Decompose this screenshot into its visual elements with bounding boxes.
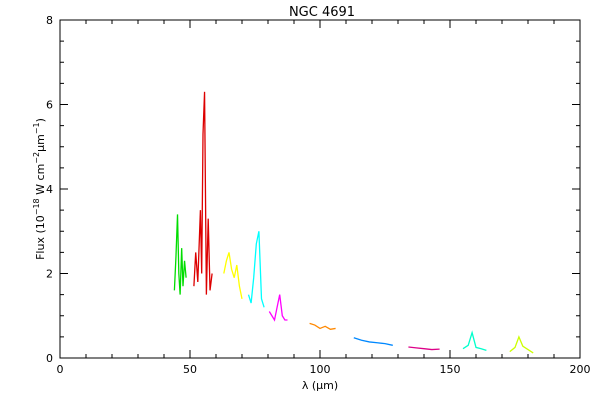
y-axis-label: Flux (10−18 W cm−2μm−1) <box>32 118 47 260</box>
y-tick-label: 6 <box>46 99 53 112</box>
spectrum-segment <box>462 330 487 352</box>
spectrum-segment <box>193 91 213 295</box>
chart-title: NGC 4691 <box>289 5 355 20</box>
spectrum-segment <box>223 252 243 299</box>
x-tick-label: 150 <box>440 363 461 376</box>
x-tick-label: 100 <box>310 363 331 376</box>
spectrum-segment <box>509 335 534 354</box>
y-tick-label: 0 <box>46 352 53 365</box>
y-tick-label: 8 <box>46 14 53 27</box>
y-tick-label: 4 <box>46 183 53 196</box>
spectrum-segment <box>408 346 440 351</box>
spectrum-segment <box>247 231 265 308</box>
x-tick-label: 200 <box>570 363 591 376</box>
series-group <box>173 91 534 354</box>
spectrum-segment <box>173 214 187 295</box>
spectrum-segment <box>353 337 393 346</box>
x-tick-label: 50 <box>183 363 197 376</box>
plot-frame <box>59 19 581 359</box>
axis-ticks <box>59 19 581 359</box>
spectrum-segment <box>309 322 336 330</box>
y-tick-label: 2 <box>46 268 53 281</box>
x-axis-label: λ (μm) <box>302 379 338 392</box>
x-tick-label: 0 <box>57 363 64 376</box>
axis-tick-labels: 0 50 100 150 200 0 2 4 6 8 <box>46 14 591 376</box>
spectrum-segment <box>268 294 288 322</box>
